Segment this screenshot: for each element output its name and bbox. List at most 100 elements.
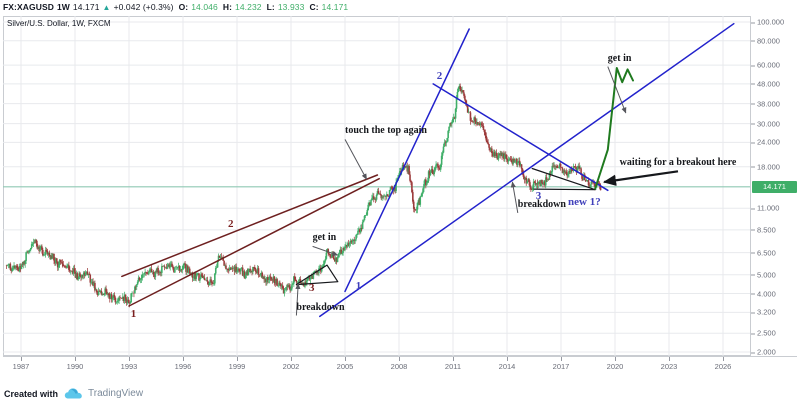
tick-mark bbox=[751, 103, 755, 105]
wave-label[interactable]: 2 bbox=[436, 70, 443, 83]
trendline-consolidation-triangle-2002[interactable] bbox=[295, 264, 339, 286]
low-value: 13.933 bbox=[277, 2, 305, 12]
wave-label[interactable]: new 1? bbox=[568, 196, 601, 208]
low-label: L: bbox=[266, 2, 275, 12]
tick-mark bbox=[751, 333, 755, 335]
annotation-label[interactable]: get in bbox=[312, 232, 337, 244]
price-tick-label: 30.000 bbox=[751, 119, 780, 128]
time-tick-mark bbox=[615, 357, 616, 361]
tick-mark bbox=[751, 123, 755, 125]
trendline-blue-lower-trendline[interactable] bbox=[319, 22, 735, 318]
price-tick-label: 48.000 bbox=[751, 79, 780, 88]
time-tick-label: 1999 bbox=[228, 362, 246, 371]
time-tick-label: 2008 bbox=[390, 362, 408, 371]
symbol-label[interactable]: FX:XAGUSD bbox=[3, 2, 54, 12]
open-value: 14.046 bbox=[191, 2, 218, 12]
trendline-blue-upper-trendline[interactable] bbox=[344, 28, 470, 293]
price-tick-text: 80.000 bbox=[757, 36, 780, 46]
annotation-arrow bbox=[510, 181, 519, 213]
trendline-brown-channel-lower[interactable] bbox=[128, 177, 380, 307]
trendline-consolidation-triangle-2017[interactable] bbox=[531, 167, 596, 191]
tick-mark bbox=[751, 83, 755, 85]
price-tick-label: 11.000 bbox=[751, 204, 779, 213]
wave-label[interactable]: 1 bbox=[130, 308, 137, 320]
time-axis[interactable]: 1987 1990 1993 1996 1999 2002 2005 2008 2011 2014… bbox=[3, 356, 797, 376]
trendline-blue-resistance-descending[interactable] bbox=[432, 83, 609, 192]
wave-label[interactable]: 3 bbox=[535, 189, 542, 202]
price-tick-text: 8.500 bbox=[757, 225, 776, 235]
annotation-label[interactable]: waiting for a breakout here bbox=[619, 157, 737, 169]
chart-footer: Created with TradingView bbox=[0, 382, 800, 405]
time-tick-label: 2011 bbox=[444, 362, 462, 371]
price-tick-text: 6.500 bbox=[757, 248, 776, 258]
price-tick-text: 2.000 bbox=[757, 347, 776, 357]
price-tick-text: 30.000 bbox=[757, 119, 780, 129]
gridlines bbox=[3, 16, 750, 356]
chart-subtitle: Silver/U.S. Dollar, 1W, FXCM bbox=[7, 19, 111, 28]
close-label: C: bbox=[309, 2, 319, 12]
price-tick-label: 80.000 bbox=[751, 36, 780, 45]
tick-mark bbox=[751, 229, 755, 231]
annotation-label[interactable]: breakdown bbox=[517, 198, 566, 210]
price-tick-text: 60.000 bbox=[757, 60, 780, 70]
price-tick-text: 48.000 bbox=[757, 79, 780, 89]
wave-label[interactable]: 2 bbox=[228, 218, 234, 231]
tick-mark bbox=[751, 40, 755, 42]
tick-mark bbox=[751, 65, 755, 67]
price-series bbox=[5, 83, 602, 308]
price-tick-label: 100.000 bbox=[751, 18, 784, 27]
wave-label[interactable]: 3 bbox=[309, 282, 315, 295]
tick-mark bbox=[751, 274, 755, 276]
up-triangle-icon: ▲ bbox=[102, 2, 111, 12]
time-tick-label: 1987 bbox=[12, 362, 30, 371]
trendline-green-projection[interactable] bbox=[594, 67, 634, 190]
price-tick-label: 38.000 bbox=[751, 99, 780, 108]
time-tick-mark bbox=[507, 357, 508, 361]
time-tick-label: 2017 bbox=[552, 362, 570, 371]
time-tick-label: 1993 bbox=[120, 362, 138, 371]
annotation-label[interactable]: breakdown bbox=[296, 301, 345, 313]
price-tick-label: 24.000 bbox=[751, 138, 780, 147]
price-change: +0.042 (+0.3%) bbox=[113, 2, 174, 12]
price-tick-text: 18.000 bbox=[757, 162, 780, 172]
tick-mark bbox=[751, 208, 755, 210]
price-tick-text: 24.000 bbox=[757, 137, 780, 147]
price-axis[interactable]: 100.000 80.000 60.000 48.000 38.000 30.000 24.… bbox=[750, 16, 797, 357]
price-tick-label: 18.000 bbox=[751, 162, 780, 171]
last-price: 14.171 bbox=[72, 2, 100, 12]
price-tick-text: 100.000 bbox=[757, 17, 785, 27]
chart-header-legend: FX:XAGUSD 1W 14.171 ▲ +0.042 (+0.3%) O: … bbox=[0, 0, 800, 14]
tradingview-cloud-icon bbox=[64, 387, 84, 401]
time-tick-mark bbox=[183, 357, 184, 361]
price-tick-label: 5.000 bbox=[751, 270, 776, 279]
tick-mark bbox=[751, 352, 755, 354]
interval-label[interactable]: 1W bbox=[56, 2, 70, 12]
high-value: 14.232 bbox=[235, 2, 262, 12]
price-tick-label: 8.500 bbox=[751, 225, 776, 234]
tick-mark bbox=[751, 142, 755, 144]
time-tick-label: 1990 bbox=[66, 362, 84, 371]
time-tick-label: 2026 bbox=[714, 362, 732, 371]
price-tick-label: 60.000 bbox=[751, 61, 780, 70]
time-tick-mark bbox=[345, 357, 346, 361]
tradingview-brand: TradingView bbox=[88, 388, 144, 399]
price-tick-label: 2.500 bbox=[751, 329, 776, 338]
price-tick-label: 4.000 bbox=[751, 289, 776, 298]
time-tick-label: 2023 bbox=[660, 362, 678, 371]
price-tick-label: 3.200 bbox=[751, 308, 776, 317]
annotation-label[interactable]: touch the top again bbox=[345, 125, 427, 137]
annotation-label[interactable]: get in bbox=[607, 52, 632, 64]
time-tick-label: 2002 bbox=[282, 362, 300, 371]
annotation-arrow bbox=[312, 245, 339, 256]
annotation-arrow bbox=[295, 283, 301, 316]
current-price-badge: 14.171 bbox=[752, 180, 797, 193]
price-tick-text: 5.000 bbox=[757, 270, 776, 280]
time-tick-mark bbox=[669, 357, 670, 361]
wave-label[interactable]: 1 bbox=[355, 280, 362, 293]
trendline-brown-channel-upper[interactable] bbox=[121, 174, 379, 278]
time-tick-mark bbox=[237, 357, 238, 361]
annotation-arrow bbox=[602, 170, 679, 186]
high-label: H: bbox=[222, 2, 232, 12]
chart-plot-area[interactable]: touch the top again get in get in breakdown… bbox=[3, 16, 750, 356]
tick-mark bbox=[751, 22, 755, 24]
